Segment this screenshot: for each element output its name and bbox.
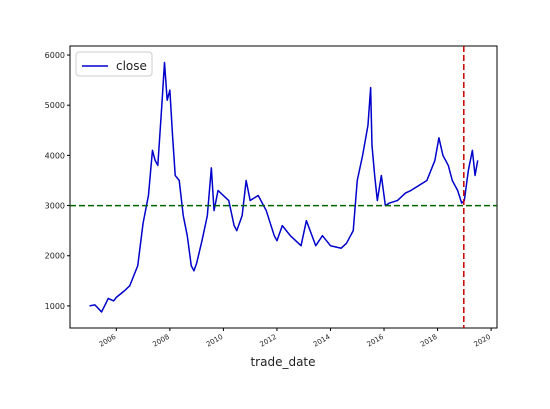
y-tick-label: 6000 <box>45 51 65 60</box>
x-tick-label: 2008 <box>151 333 170 349</box>
plot-frame <box>69 45 498 329</box>
data-line <box>89 61 479 313</box>
x-tick-label: 2018 <box>419 333 438 349</box>
y-tick-label: 4000 <box>45 151 65 160</box>
y-tick-label: 3000 <box>45 202 65 211</box>
legend-label: close <box>116 59 147 73</box>
x-tick-label: 2020 <box>473 333 492 349</box>
y-tick-label: 2000 <box>45 252 65 261</box>
x-tick-label: 2010 <box>205 333 224 349</box>
x-axis-label: trade_date <box>250 355 315 369</box>
x-tick-label: 2012 <box>259 333 278 349</box>
y-tick-label: 5000 <box>45 101 65 110</box>
y-tick-label: 1000 <box>45 302 65 311</box>
x-tick-label: 2006 <box>98 333 118 349</box>
legend-box <box>75 51 153 77</box>
x-tick-label: 2016 <box>366 333 386 349</box>
x-tick-label: 2014 <box>312 333 332 349</box>
